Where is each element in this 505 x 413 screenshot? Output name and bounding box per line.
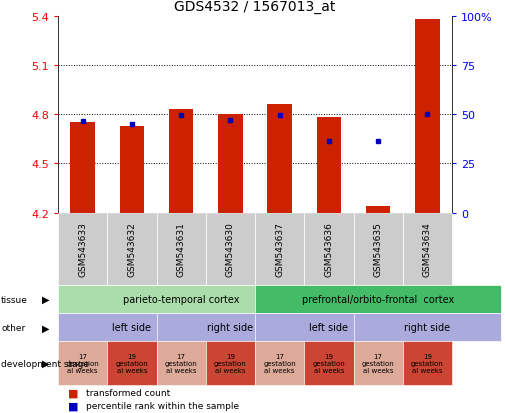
Text: other: other [1, 323, 25, 332]
Text: right side: right side [405, 323, 450, 332]
Text: transformed count: transformed count [86, 388, 170, 397]
Text: ■: ■ [68, 388, 79, 398]
Text: 19
gestation
al weeks: 19 gestation al weeks [411, 353, 444, 373]
Text: 17
gestation
al weeks: 17 gestation al weeks [263, 353, 296, 373]
Text: ▶: ▶ [42, 358, 49, 368]
Text: 17
gestation
al weeks: 17 gestation al weeks [165, 353, 197, 373]
Title: GDS4532 / 1567013_at: GDS4532 / 1567013_at [174, 0, 336, 14]
Text: development stage: development stage [1, 359, 89, 368]
Bar [317, 118, 341, 213]
Bar [366, 206, 390, 213]
Text: GSM543637: GSM543637 [275, 222, 284, 277]
Text: 19
gestation
al weeks: 19 gestation al weeks [214, 353, 247, 373]
Text: 17
gestation
al weeks: 17 gestation al weeks [362, 353, 394, 373]
Bar [267, 105, 292, 213]
Text: prefrontal/orbito-frontal  cortex: prefrontal/orbito-frontal cortex [302, 294, 454, 304]
Text: GSM543636: GSM543636 [324, 222, 333, 277]
Bar [218, 115, 243, 213]
Bar [415, 20, 440, 213]
Text: GSM543632: GSM543632 [127, 222, 136, 277]
Text: left side: left side [310, 323, 348, 332]
Text: GSM543635: GSM543635 [374, 222, 383, 277]
Text: 19
gestation
al weeks: 19 gestation al weeks [116, 353, 148, 373]
Text: tissue: tissue [1, 295, 28, 304]
Bar [169, 110, 193, 213]
Text: ▶: ▶ [42, 294, 49, 304]
Text: left side: left side [113, 323, 152, 332]
Text: GSM543630: GSM543630 [226, 222, 235, 277]
Text: 19
gestation
al weeks: 19 gestation al weeks [313, 353, 345, 373]
Text: right side: right side [208, 323, 254, 332]
Bar [120, 126, 144, 213]
Text: 17
gestation
al weeks: 17 gestation al weeks [66, 353, 99, 373]
Bar [70, 123, 95, 213]
Text: ■: ■ [68, 401, 79, 411]
Text: percentile rank within the sample: percentile rank within the sample [86, 401, 239, 411]
Text: GSM543631: GSM543631 [177, 222, 186, 277]
Text: parieto-temporal cortex: parieto-temporal cortex [123, 294, 239, 304]
Text: GSM543633: GSM543633 [78, 222, 87, 277]
Text: ▶: ▶ [42, 323, 49, 332]
Text: GSM543634: GSM543634 [423, 222, 432, 277]
